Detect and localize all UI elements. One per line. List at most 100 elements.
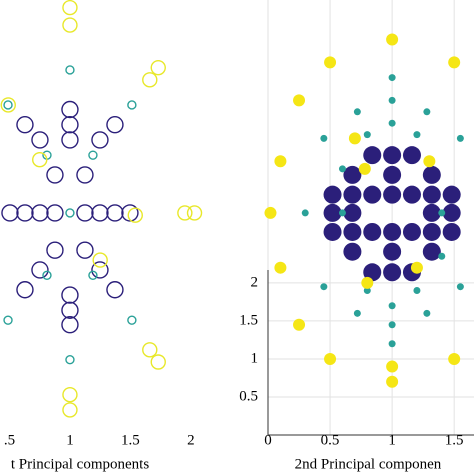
x-axis-label: 2nd Principal componen (295, 456, 442, 472)
point (31, 131, 49, 149)
point (422, 185, 441, 204)
point (363, 263, 382, 282)
point (127, 100, 137, 110)
point (92, 252, 108, 268)
y-tick-label: 2 (251, 274, 259, 290)
point (65, 65, 75, 75)
point (383, 222, 402, 241)
point (422, 242, 441, 261)
point (442, 185, 461, 204)
point (413, 287, 421, 295)
x-tick-label: .5 (4, 432, 15, 448)
point (16, 204, 34, 222)
point (150, 354, 166, 370)
point (422, 203, 441, 222)
point (361, 276, 374, 289)
x-tick-label: 0.5 (321, 432, 340, 448)
point (388, 340, 396, 348)
point (383, 242, 402, 261)
point (388, 119, 396, 127)
point (46, 166, 64, 184)
point (402, 222, 421, 241)
point (343, 203, 362, 222)
point (456, 134, 464, 142)
point (402, 185, 421, 204)
x-tick-label: 1 (66, 432, 74, 448)
x-tick-label: 1.5 (121, 432, 140, 448)
point (413, 131, 421, 139)
point (106, 281, 124, 299)
point (363, 146, 382, 165)
point (442, 203, 461, 222)
point (142, 342, 158, 358)
point (293, 318, 306, 331)
point (61, 316, 79, 334)
point (1, 204, 19, 222)
point (274, 261, 287, 274)
point (46, 241, 64, 259)
point (448, 352, 461, 365)
point (61, 286, 79, 304)
y-tick-label: 1 (251, 350, 259, 366)
point (386, 375, 399, 388)
point (363, 287, 371, 295)
point (353, 108, 361, 116)
point (323, 222, 342, 241)
point (62, 402, 78, 418)
point (61, 301, 79, 319)
point (88, 270, 98, 280)
point (388, 302, 396, 310)
point (32, 152, 48, 168)
point (16, 281, 34, 299)
point (323, 185, 342, 204)
point (106, 204, 124, 222)
point (338, 165, 346, 173)
point (3, 315, 13, 325)
point (343, 242, 362, 261)
point (422, 222, 441, 241)
point (324, 56, 337, 69)
point (91, 204, 109, 222)
point (121, 204, 139, 222)
point (0, 97, 16, 113)
point (324, 352, 337, 365)
point (301, 209, 309, 217)
point (448, 56, 461, 69)
point (388, 96, 396, 104)
y-tick-label: 1.5 (239, 312, 258, 328)
point (91, 261, 109, 279)
x-axis-label: t Principal components (11, 456, 149, 472)
point (338, 209, 346, 217)
point (127, 207, 143, 223)
point (62, 0, 78, 16)
point (422, 165, 441, 184)
point (293, 94, 306, 107)
point (358, 162, 371, 175)
point (363, 185, 382, 204)
point (320, 283, 328, 291)
point (410, 261, 423, 274)
point (127, 315, 137, 325)
point (76, 204, 94, 222)
point (383, 185, 402, 204)
point (363, 222, 382, 241)
point (106, 116, 124, 134)
point (320, 134, 328, 142)
point (61, 116, 79, 134)
x-tick-label: 1 (388, 432, 396, 448)
point (31, 261, 49, 279)
point (348, 132, 361, 145)
point (31, 204, 49, 222)
y-tick-label: 0.5 (239, 388, 258, 404)
point (274, 155, 287, 168)
point (442, 222, 461, 241)
point (438, 252, 446, 260)
point (65, 355, 75, 365)
point (42, 270, 52, 280)
point (423, 155, 436, 168)
point (61, 131, 79, 149)
point (65, 208, 75, 218)
point (388, 321, 396, 329)
point (353, 309, 361, 317)
